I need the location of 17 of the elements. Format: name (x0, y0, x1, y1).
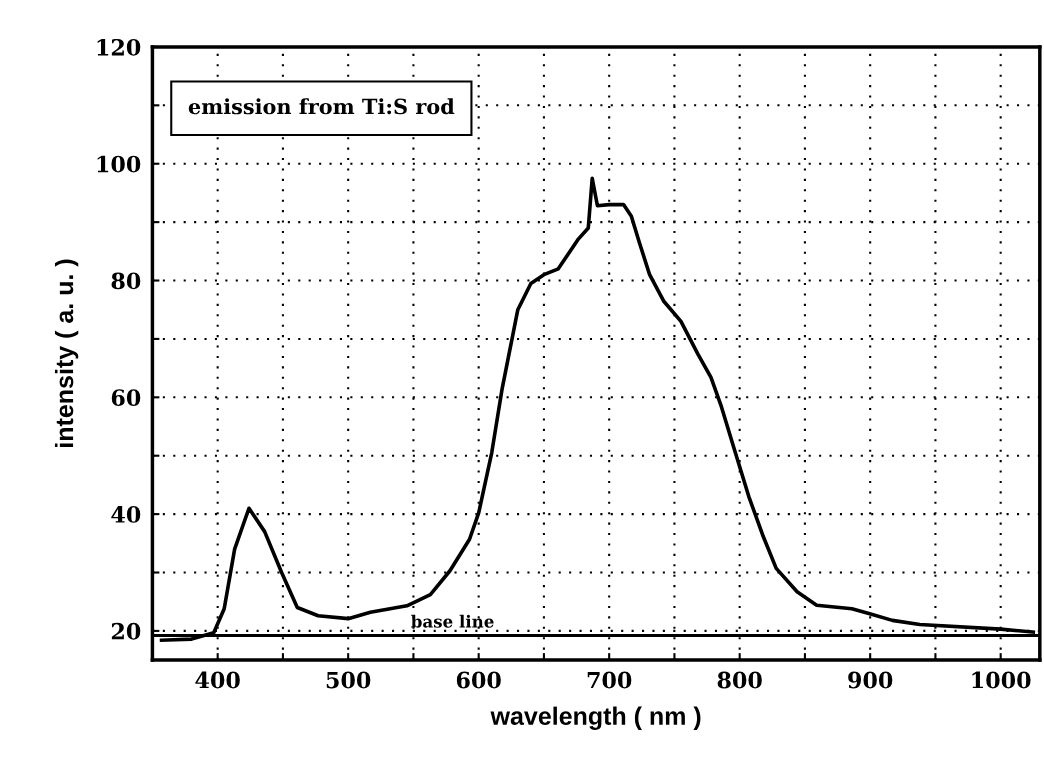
x-axis-title: wavelength ( nm ) (490, 706, 701, 731)
x-tick-label: 900 (848, 671, 893, 689)
x-tick-label: 400 (195, 671, 240, 689)
x-tick-label: 700 (587, 671, 632, 689)
y-tick-label: 120 (97, 38, 141, 56)
y-tick-label: 60 (111, 389, 141, 407)
y-axis-title: intensity ( a. u. ) (54, 259, 79, 447)
y-tick-label: 40 (111, 506, 141, 523)
y-tick-label: 80 (111, 272, 141, 290)
y-tick-label: 20 (111, 622, 141, 640)
x-tick-label: 600 (456, 671, 501, 689)
x-tick-label: 500 (326, 671, 371, 689)
y-tick-label: 100 (97, 155, 141, 173)
ref-line-label: base line (411, 614, 494, 628)
x-tick-label: 800 (717, 671, 762, 689)
annotation: emission from Ti:S rod (188, 98, 455, 115)
x-tick-label: 1000 (972, 671, 1031, 689)
